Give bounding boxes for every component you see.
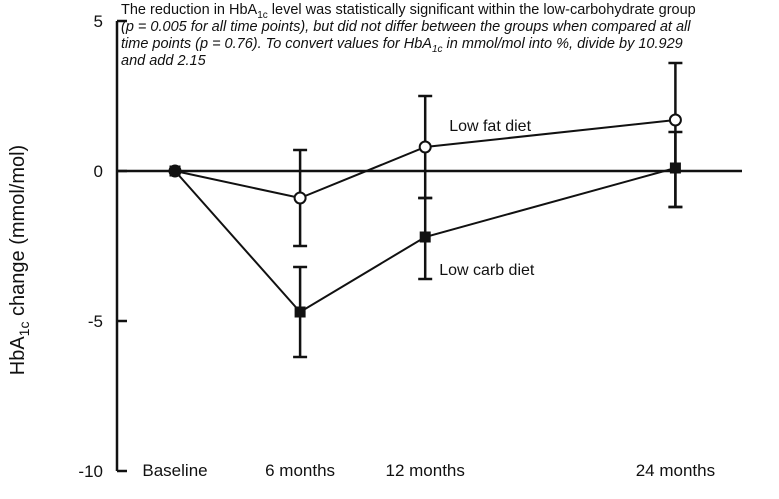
series-line <box>174 119 676 200</box>
data-point <box>294 306 306 318</box>
y-tick-label: -5 <box>88 312 103 331</box>
series-label: Low carb diet <box>439 262 535 279</box>
y-tick-label: 5 <box>94 12 103 31</box>
chart-note: The reduction in HbA1c level was statist… <box>121 2 696 69</box>
x-tick-label: 6 months <box>265 461 335 480</box>
data-point <box>419 231 431 243</box>
y-axis-label: HbA1c change (mmol/mol) <box>7 144 32 376</box>
y-tick-label: 0 <box>94 162 103 181</box>
data-point <box>668 113 682 127</box>
data-point <box>169 165 181 177</box>
x-tick-label: 24 months <box>636 461 715 480</box>
x-tick-label: 12 months <box>386 461 465 480</box>
series-line <box>174 167 676 314</box>
series-label: Low fat diet <box>449 118 531 135</box>
data-point <box>669 162 681 174</box>
y-tick-label: -10 <box>78 462 103 481</box>
data-point <box>293 191 307 205</box>
x-tick-label: Baseline <box>142 461 207 480</box>
data-point <box>418 140 432 154</box>
